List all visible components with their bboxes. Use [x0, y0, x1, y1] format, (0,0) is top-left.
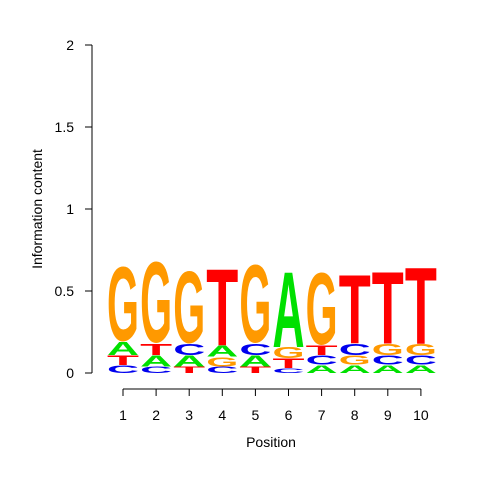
logo-letter-t: T	[239, 365, 271, 375]
x-tick-label: 5	[252, 407, 260, 423]
logo-letter-t: T	[107, 353, 139, 368]
y-tick-label: 1.5	[55, 119, 75, 135]
logo-letter-a: A	[405, 363, 437, 376]
logo-letter-t: T	[372, 251, 404, 366]
logo-letter-t: T	[306, 343, 338, 358]
logo-letter-c: C	[306, 352, 338, 367]
logo-letter-g: G	[173, 252, 205, 365]
y-axis-title: Information content	[29, 149, 45, 269]
y-tick-label: 1	[66, 201, 74, 217]
logo-letter-t: T	[405, 245, 437, 368]
logo-letter-g: G	[306, 253, 338, 366]
logo-letter-c: C	[273, 367, 305, 375]
x-tick-label: 3	[185, 407, 193, 423]
logo-letter-t: T	[206, 247, 238, 370]
x-tick-label: 9	[384, 407, 392, 423]
logo-letter-a: A	[306, 363, 338, 376]
logo-letter-g: G	[107, 246, 139, 365]
x-tick-label: 8	[351, 407, 359, 423]
logo-letter-a: A	[372, 363, 404, 376]
logo-letter-g: G	[405, 341, 437, 358]
x-tick-label: 10	[413, 407, 429, 423]
x-axis: 1 2 3 4 5 6 7 8 9 10	[119, 388, 429, 423]
y-ticks: 0 0.5 1 1.5 2	[55, 37, 92, 381]
x-tick-label: 6	[285, 407, 293, 423]
logo-letter-c: C	[173, 341, 205, 358]
logo-letter-a: A	[107, 339, 139, 360]
logo-letter-a: A	[206, 343, 238, 361]
x-axis-title: Position	[246, 434, 296, 450]
logo-letter-a: A	[273, 250, 305, 370]
logo-letter-t: T	[173, 365, 205, 375]
logo-letter-g: G	[239, 243, 271, 366]
x-tick-label: 2	[152, 407, 160, 423]
logo-letter-g: G	[339, 353, 371, 368]
x-ticks: 1 2 3 4 5 6 7 8 9 10	[119, 389, 429, 423]
logo-letter-c: C	[206, 365, 238, 375]
logo-letter-c: C	[372, 352, 404, 367]
logo-letter-a: A	[173, 352, 205, 370]
logo-letter-g: G	[140, 240, 172, 368]
x-tick-label: 1	[119, 407, 127, 423]
y-tick-label: 0	[66, 365, 74, 381]
logo-letter-c: C	[140, 365, 172, 375]
logo-letter-c: C	[405, 352, 437, 367]
logo-letter-c: C	[339, 341, 371, 358]
logo-letter-c: C	[239, 341, 271, 358]
logo-letter-t: T	[140, 341, 172, 359]
logo-letter-t: T	[339, 255, 371, 365]
logo-letter-a: A	[239, 352, 271, 370]
logo-letter-c: C	[107, 363, 139, 375]
logo-letter-g: G	[372, 341, 404, 358]
logo-letter-a: A	[339, 363, 371, 376]
x-tick-label: 4	[218, 407, 226, 423]
logo-letter-t: T	[273, 356, 305, 371]
y-axis: 0 0.5 1 1.5 2	[55, 37, 93, 381]
y-tick-label: 2	[66, 37, 74, 53]
y-tick-label: 0.5	[55, 283, 75, 299]
logo-letter-g: G	[273, 344, 305, 361]
logo-letter-a: A	[140, 352, 172, 370]
logo-letter-g: G	[206, 355, 238, 370]
x-tick-label: 7	[318, 407, 326, 423]
